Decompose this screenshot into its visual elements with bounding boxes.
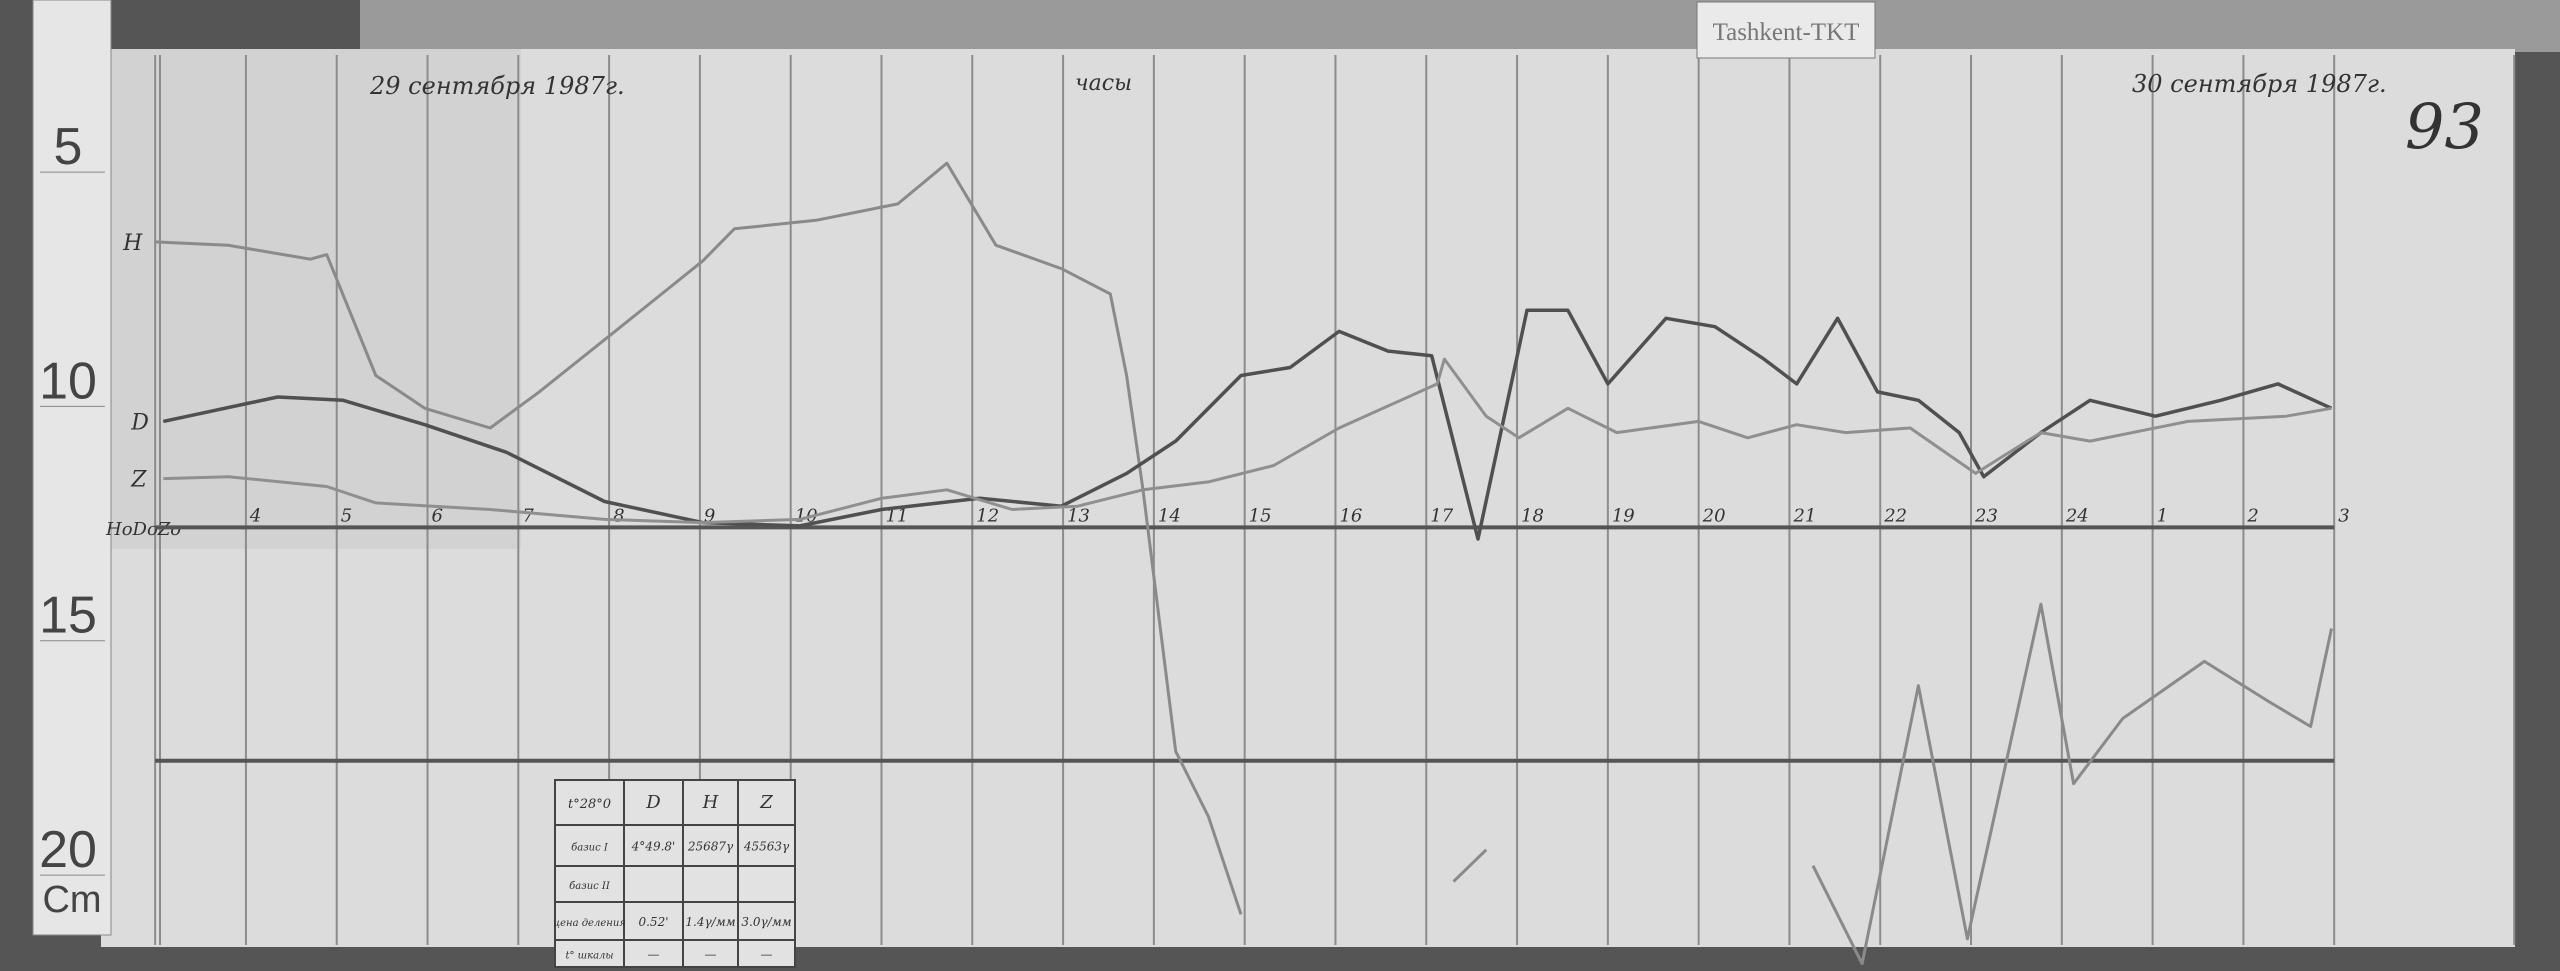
trace-label-h: H [122, 231, 143, 256]
hour-tick-label: 22 [1883, 505, 1907, 526]
station-tag-label: Tashkent-TKT [1713, 19, 1860, 46]
hour-tick-label: 18 [1521, 505, 1544, 526]
date-right: 30 сентября 1987г. [2132, 70, 2387, 98]
hour-tick-label: 21 [1792, 505, 1816, 526]
baselines [155, 525, 2335, 763]
ruler-labels: 5 10 15 20 [39, 118, 105, 879]
hour-tick-label: 16 [1339, 505, 1362, 526]
table-header-cell: Z [759, 792, 773, 813]
hour-tick-label: 9 [704, 505, 715, 526]
table-cell: 0.52' [638, 915, 668, 929]
hour-tick-label: 2 [2246, 505, 2258, 526]
table-cell: t° шкалы [565, 951, 613, 962]
table-frame [554, 779, 796, 968]
table-cell: — [761, 948, 773, 962]
hour-tick-label: 1 [2157, 505, 2168, 526]
trace-label-d: D [130, 410, 149, 435]
table-cell: 4°49.8' [631, 840, 676, 854]
hour-tick-label: 8 [613, 505, 624, 526]
table-cell: 25687γ [687, 840, 734, 854]
hour-tick-label: 15 [1249, 505, 1272, 526]
table-cell: 3.0γ/мм [741, 915, 791, 929]
ruler-unit: Cm [42, 879, 101, 921]
ruler [32, 0, 112, 936]
baseline-label: HoDoZo [105, 519, 181, 540]
table-cell: базис I [571, 843, 609, 854]
hour-tick-label: 19 [1612, 505, 1635, 526]
table-header-cell: t°28°0 [568, 797, 611, 812]
hour-tick-label: 5 [341, 505, 352, 526]
hour-tick-label: 3 [2338, 505, 2349, 526]
hour-tick-label: 12 [976, 505, 999, 526]
hour-tick-label: 14 [1158, 505, 1181, 526]
date-left: 29 сентября 1987г. [369, 72, 625, 100]
station-tag [1696, 1, 1876, 59]
table-cell: — [705, 948, 717, 962]
ruler-label: 15 [39, 587, 97, 645]
shadow [101, 49, 521, 549]
hour-tick-label: 17 [1430, 505, 1453, 526]
table-header-cell: D [645, 792, 661, 813]
hour-tick-label: 4 [249, 505, 261, 526]
hour-tick-label: 23 [1974, 505, 1998, 526]
table-cell: 45563γ [743, 840, 790, 854]
ruler-label: 5 [54, 118, 83, 176]
hour-tick-label: 13 [1067, 505, 1090, 526]
trace-label-z: Z [130, 468, 147, 493]
hour-tick-labels: 4 5 6 7 8 9 10 11 12 13 14 15 16 17 18 19 20 21 22 23 24 1 2 3 [249, 505, 2350, 526]
table-cell: базис II [569, 881, 611, 892]
top-note: часы [1075, 71, 1132, 96]
clear-sheet-strip [360, 0, 2560, 52]
table-cell: — [648, 948, 660, 962]
hour-tick-label: 24 [2065, 505, 2089, 526]
hour-tick-label: 11 [885, 505, 908, 526]
hour-tick-label: 6 [432, 505, 443, 526]
trace-h [155, 161, 2333, 966]
traces [155, 161, 2333, 966]
hour-tick-label: 7 [522, 505, 534, 526]
hour-tick-label: 20 [1702, 505, 1726, 526]
hour-tick-label: 10 [795, 505, 818, 526]
table-header-cell: H [702, 792, 719, 813]
ruler-label: 20 [39, 821, 97, 879]
table-cell: 1.4γ/мм [685, 915, 735, 929]
ruler-label: 10 [39, 352, 97, 410]
sheet-number: 93 [2405, 90, 2484, 163]
trace-z [163, 357, 2332, 525]
trace-labels: H D Z [122, 231, 149, 493]
table-cell: цена деления [553, 918, 626, 929]
